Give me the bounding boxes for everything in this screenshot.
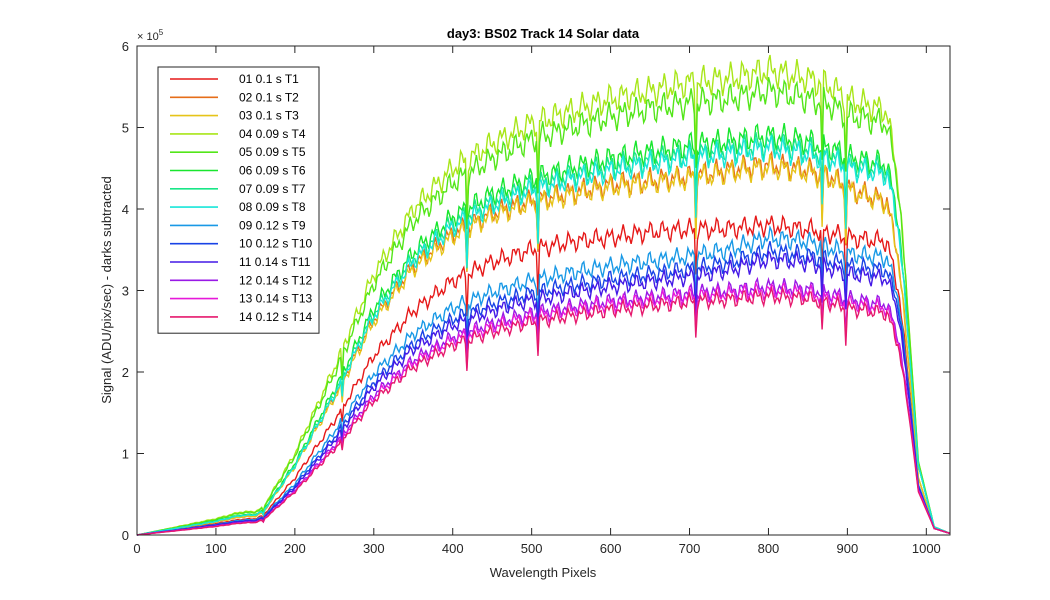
series-line (136, 214, 951, 536)
y-tick-label: 1 (122, 447, 129, 462)
x-tick-label: 800 (758, 541, 780, 556)
legend: 01 0.1 s T1 02 0.1 s T2 03 0.1 s T3 04 0.09… (157, 66, 320, 334)
legend-label: 10 0.12 s T10 (239, 237, 312, 251)
legend-label: 09 0.12 s T9 (239, 218, 306, 232)
x-tick-label: 900 (837, 541, 859, 556)
y-exponent-label: × 105 (137, 28, 164, 43)
legend-label: 01 0.1 s T1 (239, 72, 299, 86)
legend-label: 12 0.14 s T12 (239, 273, 312, 287)
series-line (136, 249, 951, 536)
legend-label: 06 0.09 s T6 (239, 164, 306, 178)
series-layer (136, 54, 951, 536)
y-tick-label: 4 (122, 202, 129, 217)
x-tick-label: 200 (284, 541, 306, 556)
x-tick-label: 0 (133, 541, 140, 556)
y-tick-label: 3 (122, 284, 129, 299)
legend-label: 02 0.1 s T2 (239, 90, 299, 104)
legend-label: 07 0.09 s T7 (239, 182, 306, 196)
axes-layer: 0 100 200 300 400 500 600 700 800 900 1000 0 1 2 3 4 5 6 (122, 39, 951, 556)
x-tick-label: 500 (521, 541, 543, 556)
y-tick-label: 2 (122, 365, 129, 380)
y-tick-label: 0 (122, 528, 129, 543)
legend-label: 14 0.12 s T14 (239, 310, 312, 324)
x-tick-label: 300 (363, 541, 385, 556)
legend-label: 11 0.14 s T11 (239, 255, 311, 269)
legend-label: 05 0.09 s T5 (239, 145, 306, 159)
series-line (136, 135, 951, 536)
y-tick-label: 6 (122, 39, 129, 54)
legend-label: 03 0.1 s T3 (239, 109, 299, 123)
series-line (136, 285, 951, 536)
legend-box (157, 66, 320, 334)
x-tick-label: 1000 (912, 541, 941, 556)
y-axis-label: Signal (ADU/pix/sec) - darks subtracted (99, 176, 114, 404)
legend-label: 08 0.09 s T8 (239, 200, 306, 214)
y-tick-label: 5 (122, 121, 129, 136)
x-tick-label: 600 (600, 541, 622, 556)
y-exponent-base: × 10 (137, 31, 159, 43)
chart-title: day3: BS02 Track 14 Solar data (447, 26, 640, 41)
legend-label: 04 0.09 s T4 (239, 127, 306, 141)
legend-label: 13 0.14 s T13 (239, 292, 312, 306)
series-line (136, 76, 951, 536)
x-tick-label: 700 (679, 541, 701, 556)
y-exponent-power: 5 (159, 28, 164, 37)
x-tick-label: 100 (205, 541, 227, 556)
x-tick-label: 400 (442, 541, 464, 556)
x-axis-label: Wavelength Pixels (490, 565, 597, 580)
series-line (136, 122, 951, 536)
